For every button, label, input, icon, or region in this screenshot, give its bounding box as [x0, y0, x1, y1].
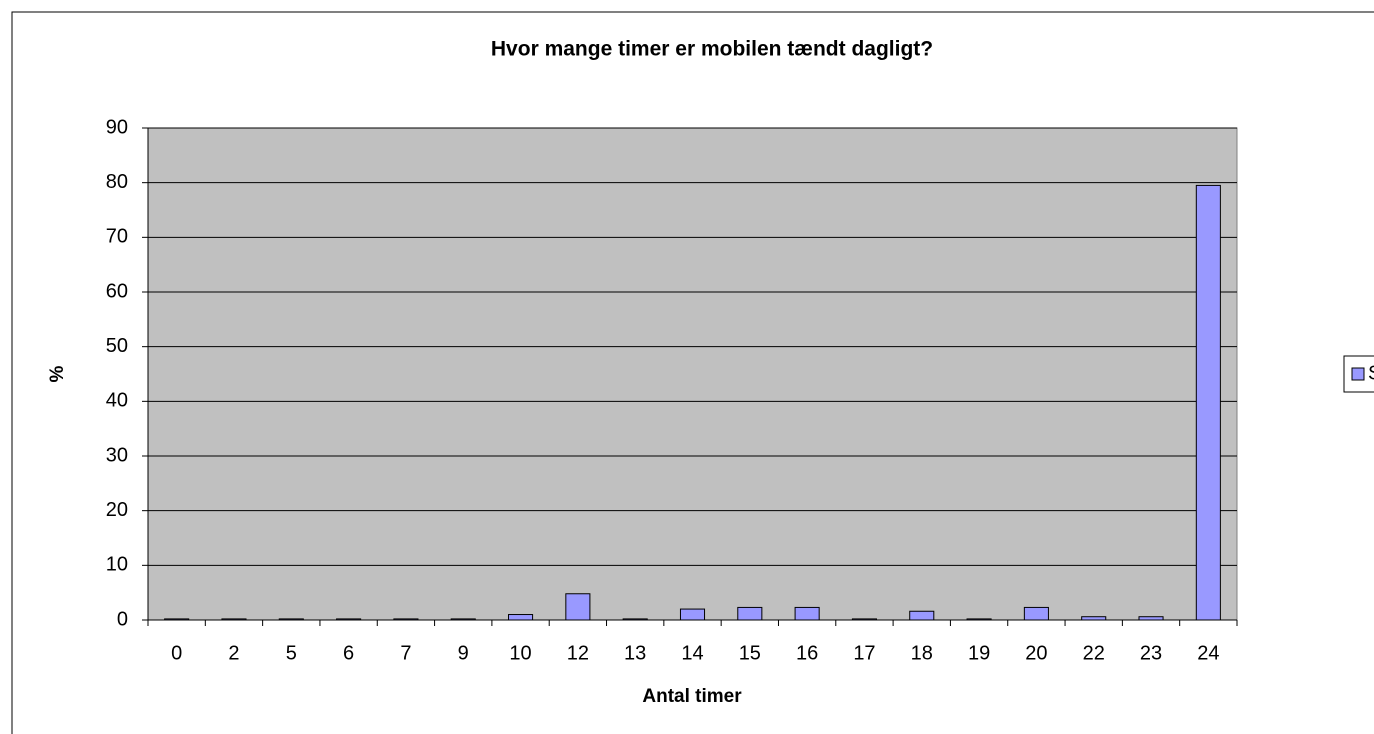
y-tick-label: 50	[106, 335, 128, 357]
bar	[1081, 616, 1107, 621]
y-tick-label: 80	[106, 171, 128, 193]
plot-area	[147, 127, 1238, 621]
x-tick-label: 6	[343, 642, 354, 664]
x-tick-label: 7	[400, 642, 411, 664]
x-tick-label: 24	[1197, 642, 1219, 664]
y-tick-label: 70	[106, 226, 128, 248]
y-tick-label: 10	[106, 554, 128, 576]
bar	[278, 618, 304, 621]
x-tick-label: 17	[853, 642, 875, 664]
y-tick-label: 60	[106, 280, 128, 302]
legend-swatch	[1351, 367, 1365, 381]
bar	[1195, 184, 1221, 621]
x-tick-label: 14	[681, 642, 703, 664]
bar	[737, 606, 763, 621]
x-axis-label: Antal timer	[642, 686, 742, 707]
x-tick-label: 15	[739, 642, 761, 664]
bar	[966, 618, 992, 621]
bar	[622, 618, 648, 621]
x-tick-label: 10	[509, 642, 531, 664]
bar	[450, 618, 476, 621]
x-tick-label: 23	[1140, 642, 1162, 664]
x-tick-label: 22	[1083, 642, 1105, 664]
bar	[508, 614, 534, 621]
bar	[565, 593, 591, 621]
bar	[393, 618, 419, 621]
x-tick-label: 20	[1025, 642, 1047, 664]
x-tick-label: 2	[228, 642, 239, 664]
x-tick-label: 0	[171, 642, 182, 664]
y-tick-label: 20	[106, 499, 128, 521]
legend-label: Serie1	[1368, 362, 1374, 384]
chart-title: Hvor mange timer er mobilen tændt daglig…	[491, 38, 933, 61]
bar	[909, 610, 935, 621]
y-tick-label: 0	[117, 608, 128, 630]
x-tick-label: 13	[624, 642, 646, 664]
bar	[851, 618, 877, 621]
y-tick-label: 40	[106, 390, 128, 412]
bar	[1138, 616, 1164, 621]
bar	[221, 618, 247, 621]
y-axis-label: %	[47, 365, 68, 382]
x-tick-label: 9	[458, 642, 469, 664]
y-tick-label: 30	[106, 444, 128, 466]
bar	[164, 618, 190, 621]
bar	[794, 606, 820, 621]
x-tick-label: 19	[968, 642, 990, 664]
x-tick-label: 5	[286, 642, 297, 664]
x-tick-label: 12	[567, 642, 589, 664]
x-tick-label: 18	[911, 642, 933, 664]
bar	[679, 608, 706, 621]
bar	[1023, 606, 1049, 621]
x-tick-label: 16	[796, 642, 818, 664]
y-tick-label: 90	[106, 116, 128, 138]
bar	[336, 618, 362, 621]
